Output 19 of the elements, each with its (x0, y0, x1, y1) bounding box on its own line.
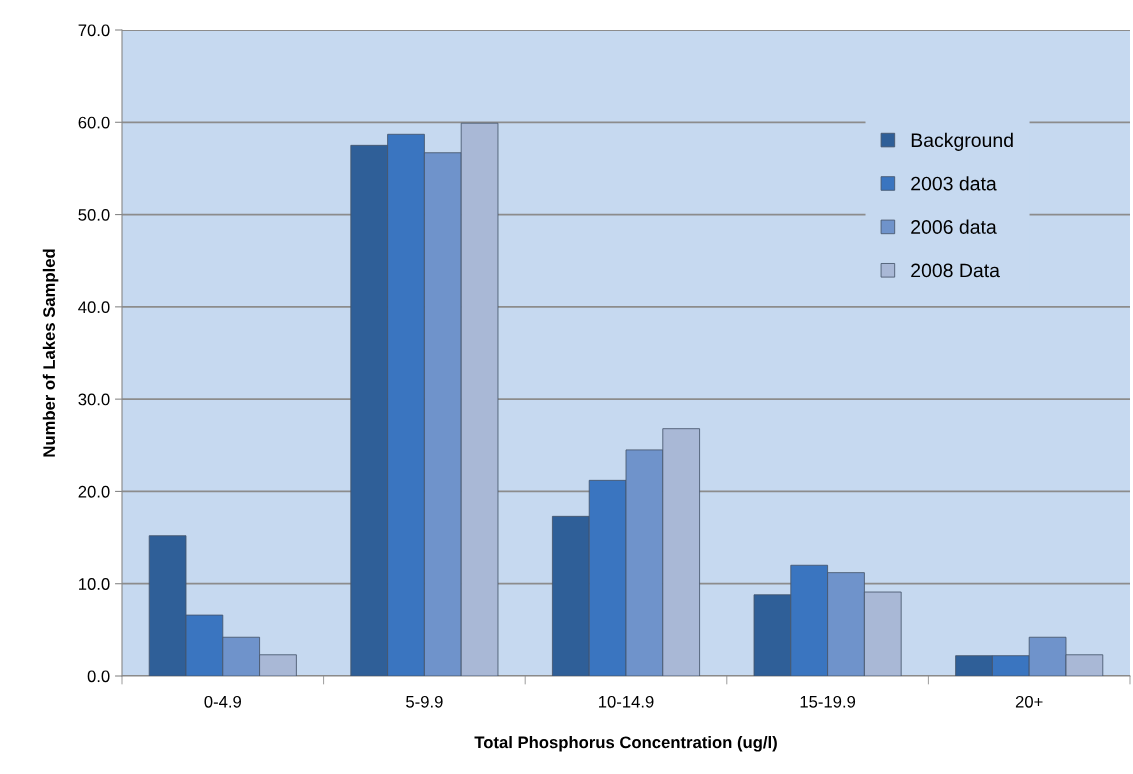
legend-label: 2003 data (911, 176, 997, 191)
x-tick-label: 0-4.9 (204, 695, 242, 708)
x-axis-title: Total Phosphorus Concentration (ug/l) (474, 735, 777, 752)
legend-label: 2008 Data (911, 263, 1000, 278)
x-tick-label: 5-9.9 (406, 695, 443, 708)
y-tick-label: 40.0 (78, 301, 110, 314)
x-tick-label: 20+ (1015, 695, 1043, 708)
y-tick-label: 0.0 (87, 670, 110, 683)
x-tick-label: 10-14.9 (599, 695, 654, 708)
y-tick-label: 60.0 (78, 116, 110, 129)
y-tick-label: 30.0 (78, 393, 110, 406)
y-axis-title: Number of Lakes Sampled (42, 249, 59, 457)
y-tick-label: 20.0 (78, 485, 110, 498)
y-tick-label: 70.0 (78, 24, 110, 37)
x-tick-label: 15-19.9 (800, 695, 856, 708)
legend-label: Background (911, 132, 1013, 151)
y-tick-label: 10.0 (79, 578, 110, 590)
y-tick-label: 50.0 (78, 208, 110, 221)
legend-label: 2006 data (911, 219, 997, 234)
